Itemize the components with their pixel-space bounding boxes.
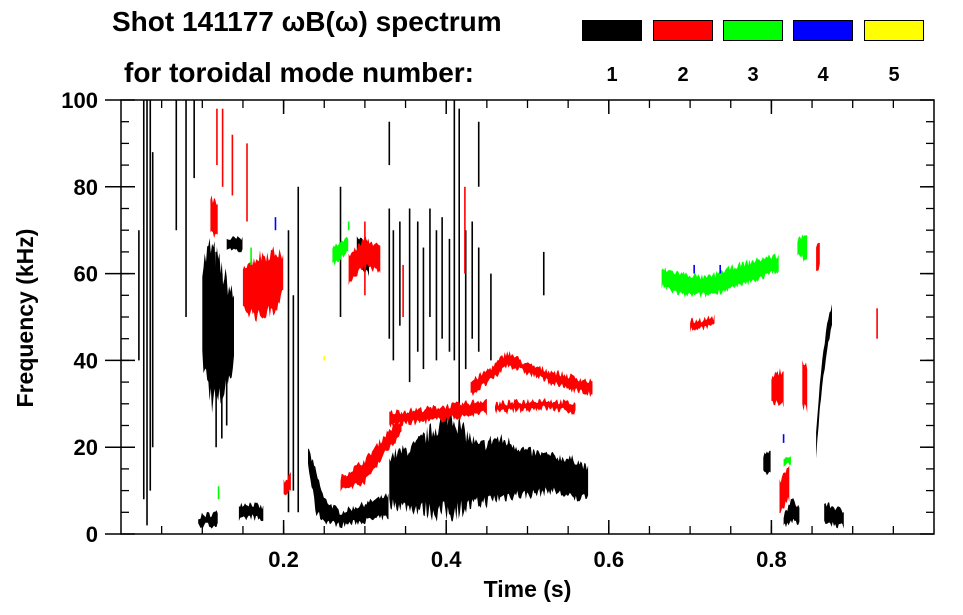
x-tick-label: 0.8: [756, 547, 787, 572]
legend-label-mode-5: 5: [888, 64, 900, 86]
mode-1-band: [238, 502, 264, 522]
y-tick-label: 100: [61, 88, 98, 113]
mode-3-band: [783, 456, 791, 467]
mode-1-band: [824, 502, 844, 529]
x-tick-label: 0.2: [268, 547, 299, 572]
legend-swatch-mode-5: [864, 20, 924, 41]
mode-2-band: [340, 419, 402, 492]
chart-title-line2: for toroidal mode number:: [124, 57, 474, 88]
chart-title-line1: Shot 141177 ωB(ω) spectrum: [112, 6, 502, 37]
x-axis-label: Time (s): [484, 576, 572, 602]
legend-swatch-mode-3: [723, 20, 783, 41]
mode-3-band: [332, 236, 349, 266]
mode-2-band: [495, 398, 576, 415]
legend-label-mode-4: 4: [817, 64, 829, 86]
mode-1-band: [308, 448, 389, 529]
legend-swatch-mode-4: [793, 20, 853, 41]
mode-1-band: [763, 450, 771, 476]
y-tick-label: 60: [74, 262, 98, 287]
mode-2-band: [470, 350, 593, 397]
mode-2-band: [242, 246, 284, 323]
y-tick-label: 80: [74, 175, 98, 200]
y-tick-label: 40: [74, 348, 98, 373]
mode-1-band: [226, 236, 243, 253]
mode-1-band: [783, 498, 800, 528]
legend-swatch-mode-2: [653, 20, 713, 41]
mode-1-band: [816, 304, 832, 459]
mode-1-band: [202, 238, 234, 414]
mode-2-band: [816, 242, 820, 271]
mode-2-band: [771, 368, 784, 408]
mode-1-band: [198, 510, 218, 529]
mode-2-band: [389, 399, 487, 428]
legend-swatch-mode-1: [582, 20, 642, 41]
mode-2-band: [690, 313, 715, 333]
mode-3-band: [797, 234, 808, 262]
legend-label-mode-3: 3: [747, 64, 759, 86]
y-tick-label: 20: [74, 435, 98, 460]
mode-2-band: [283, 471, 291, 496]
y-axis-label: Frequency (kHz): [12, 229, 38, 408]
x-tick-label: 0.4: [431, 547, 462, 572]
mode-3-band: [661, 253, 779, 298]
legend-label-mode-2: 2: [677, 64, 689, 86]
mode-2-band: [802, 360, 808, 414]
legend-label-mode-1: 1: [606, 64, 618, 86]
x-tick-label: 0.6: [594, 547, 625, 572]
y-tick-label: 0: [86, 522, 98, 547]
mode-2-band: [779, 465, 790, 514]
mode-1-band: [389, 409, 589, 522]
mode-2-band: [210, 195, 218, 239]
